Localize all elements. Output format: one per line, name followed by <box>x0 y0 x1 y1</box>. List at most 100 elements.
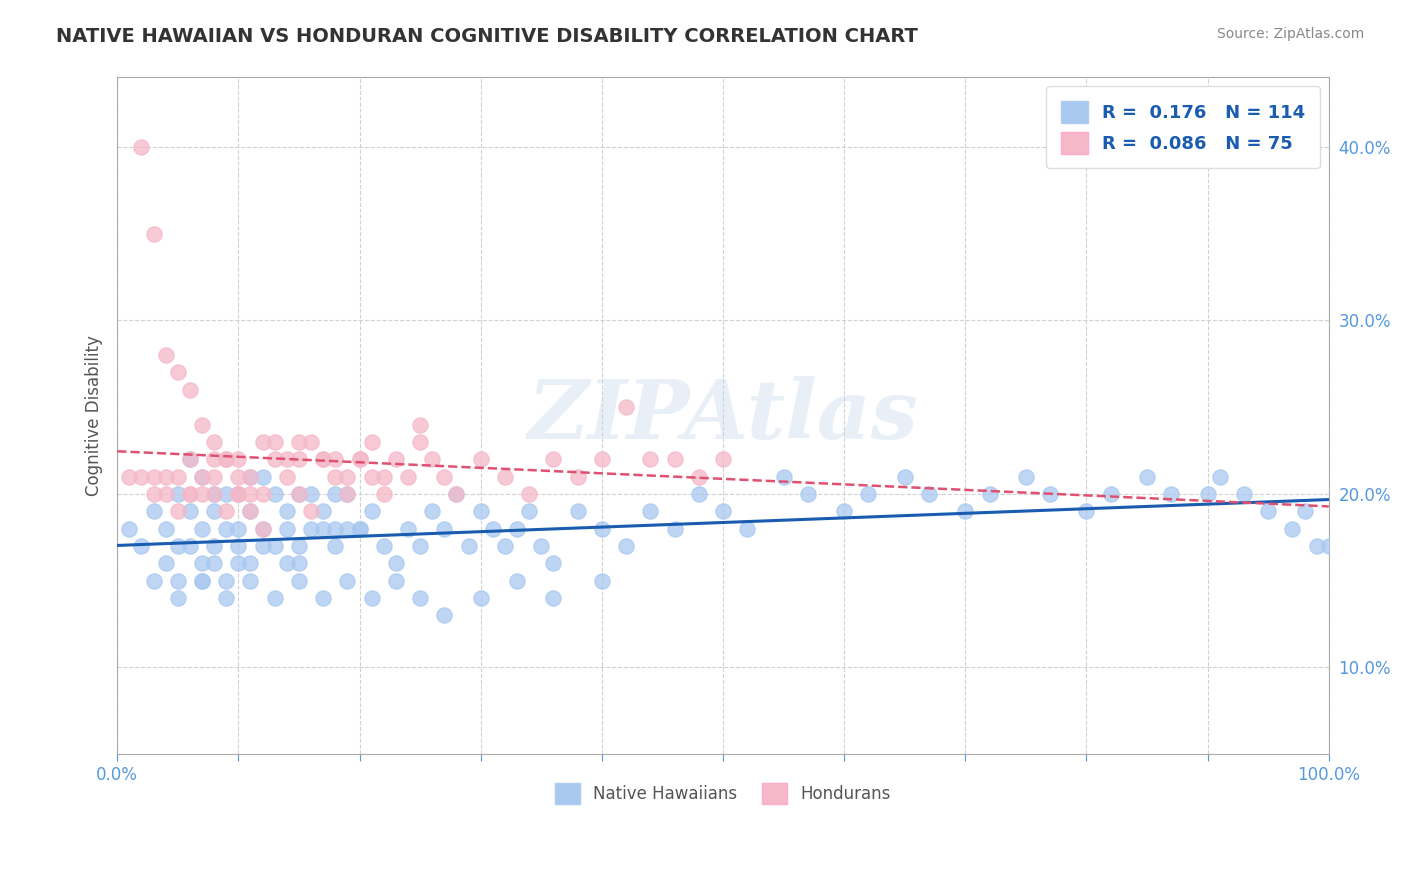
Point <box>166 539 188 553</box>
Point <box>228 557 250 571</box>
Point <box>155 487 177 501</box>
Point <box>312 504 335 518</box>
Point <box>239 487 262 501</box>
Point <box>349 522 371 536</box>
Point <box>202 434 225 449</box>
Point <box>688 487 710 501</box>
Point <box>166 504 188 518</box>
Point <box>470 504 492 518</box>
Point <box>252 469 274 483</box>
Point <box>373 487 395 501</box>
Point <box>688 469 710 483</box>
Point <box>191 522 214 536</box>
Point <box>640 452 662 467</box>
Point <box>858 487 880 501</box>
Point <box>228 522 250 536</box>
Point <box>979 487 1001 501</box>
Point <box>202 452 225 467</box>
Point <box>142 487 165 501</box>
Point <box>349 452 371 467</box>
Point <box>591 522 613 536</box>
Point <box>131 140 153 154</box>
Point <box>166 366 188 380</box>
Point <box>1257 504 1279 518</box>
Point <box>543 591 565 605</box>
Point <box>202 487 225 501</box>
Point <box>288 452 311 467</box>
Point <box>336 522 359 536</box>
Point <box>191 574 214 588</box>
Point <box>215 522 238 536</box>
Point <box>166 574 188 588</box>
Point <box>396 469 419 483</box>
Point <box>1039 487 1062 501</box>
Point <box>591 452 613 467</box>
Point <box>323 452 346 467</box>
Point <box>191 557 214 571</box>
Point <box>276 557 298 571</box>
Point <box>142 504 165 518</box>
Point <box>1160 487 1182 501</box>
Point <box>228 539 250 553</box>
Point <box>288 487 311 501</box>
Point <box>385 452 408 467</box>
Point <box>215 504 238 518</box>
Point <box>433 469 456 483</box>
Point <box>228 469 250 483</box>
Point <box>1305 539 1327 553</box>
Point <box>614 539 637 553</box>
Point <box>142 469 165 483</box>
Point <box>263 452 285 467</box>
Point <box>517 487 540 501</box>
Point <box>142 227 165 241</box>
Point <box>155 348 177 362</box>
Point <box>276 522 298 536</box>
Text: Source: ZipAtlas.com: Source: ZipAtlas.com <box>1216 27 1364 41</box>
Point <box>263 434 285 449</box>
Point <box>567 504 589 518</box>
Point <box>155 557 177 571</box>
Point <box>1281 522 1303 536</box>
Point <box>543 557 565 571</box>
Point <box>179 504 201 518</box>
Point <box>360 504 382 518</box>
Point <box>893 469 915 483</box>
Point <box>312 452 335 467</box>
Point <box>360 434 382 449</box>
Point <box>711 504 734 518</box>
Point <box>433 608 456 623</box>
Point <box>409 539 432 553</box>
Point <box>832 504 855 518</box>
Point <box>155 469 177 483</box>
Point <box>711 452 734 467</box>
Point <box>179 487 201 501</box>
Point <box>239 504 262 518</box>
Point <box>263 539 285 553</box>
Point <box>1294 504 1316 518</box>
Point <box>336 487 359 501</box>
Point <box>1209 469 1232 483</box>
Point <box>215 452 238 467</box>
Point <box>1015 469 1038 483</box>
Point <box>543 452 565 467</box>
Point <box>118 469 141 483</box>
Point <box>166 487 188 501</box>
Point <box>228 452 250 467</box>
Point <box>252 539 274 553</box>
Point <box>179 487 201 501</box>
Point <box>360 591 382 605</box>
Point <box>202 487 225 501</box>
Point <box>664 452 686 467</box>
Point <box>312 522 335 536</box>
Point <box>215 452 238 467</box>
Point <box>446 487 468 501</box>
Point <box>735 522 758 536</box>
Point <box>517 504 540 518</box>
Point <box>457 539 479 553</box>
Point <box>215 591 238 605</box>
Point <box>288 539 311 553</box>
Point <box>202 539 225 553</box>
Point <box>373 469 395 483</box>
Point <box>664 522 686 536</box>
Point <box>215 574 238 588</box>
